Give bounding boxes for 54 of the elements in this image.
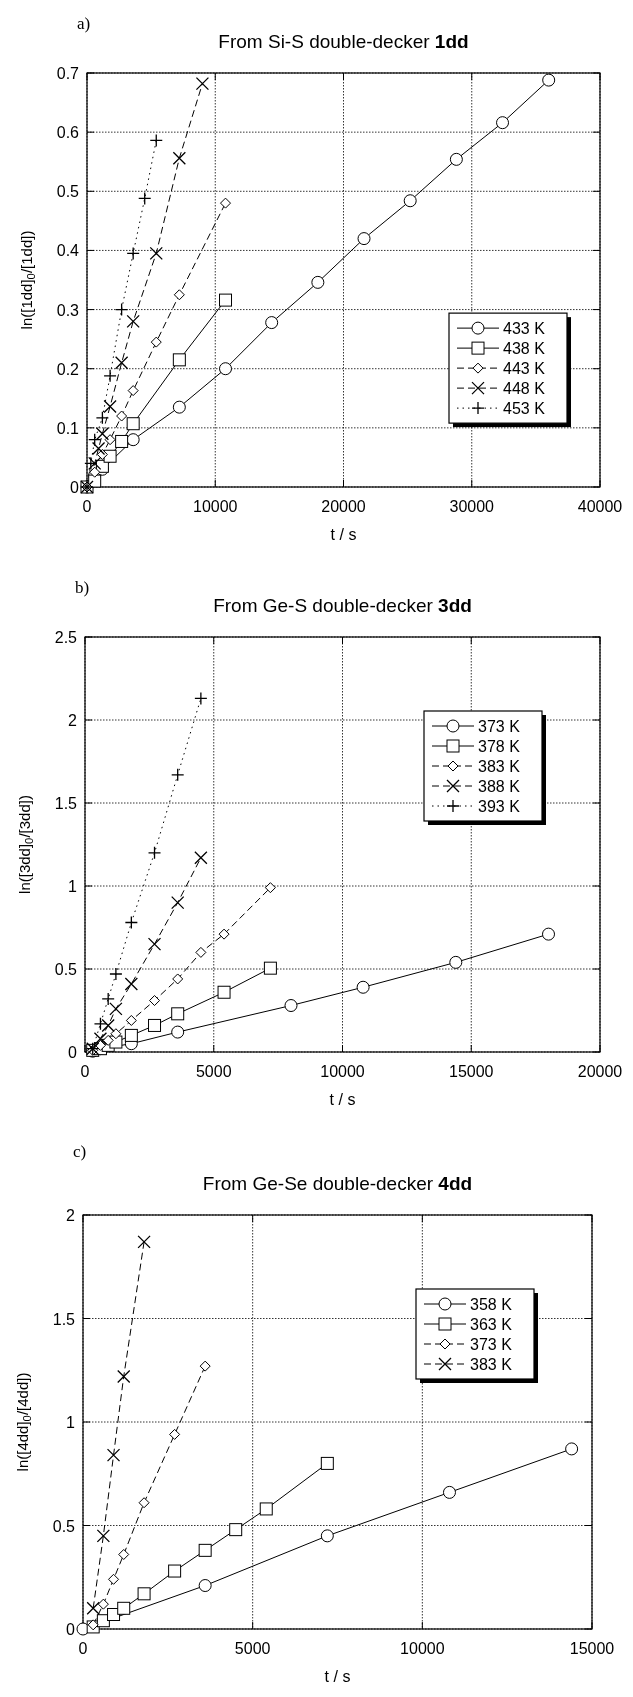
y-tick-label: 0	[66, 1621, 76, 1638]
legend-label: 383 K	[470, 1356, 513, 1373]
legend-label: 438 K	[503, 340, 546, 358]
y-tick-label: 0.5	[52, 1517, 76, 1535]
y-tick-label: 0.1	[56, 419, 80, 437]
x-tick-label: 20000	[577, 1063, 623, 1080]
legend-label: 448 K	[503, 380, 546, 398]
chart-title: From Ge-S double-decker 3dd	[213, 595, 472, 616]
y-tick-label: 0.7	[56, 65, 80, 82]
x-axis-title: t / s	[329, 1091, 356, 1108]
legend-label: 388 K	[478, 778, 521, 795]
chart-title: From Ge-Se double-decker 4dd	[202, 1173, 473, 1194]
text: a)	[77, 14, 91, 33]
y-tick-label: 0	[70, 479, 80, 496]
y-tick-label: 2	[66, 1207, 76, 1224]
y-tick-label: 1	[68, 878, 78, 895]
x-tick-label: 30000	[449, 498, 495, 515]
y-tick-label: 0.4	[56, 242, 80, 260]
x-tick-label: 40000	[577, 498, 623, 515]
y-tick-label: 2.5	[54, 629, 78, 646]
legend-label: 443 K	[503, 360, 546, 378]
x-axis-title: t / s	[324, 1668, 351, 1685]
y-tick-label: 0.5	[54, 961, 78, 978]
y-tick-label: 0.2	[56, 360, 80, 378]
x-tick-label: 0	[82, 498, 92, 515]
x-tick-label: 15000	[569, 1640, 615, 1657]
legend-label: 453 K	[503, 400, 546, 418]
text: c)	[73, 1142, 87, 1161]
y-tick-label: 1.5	[52, 1310, 76, 1328]
x-tick-label: 5000	[195, 1063, 232, 1080]
legend-label: 358 K	[470, 1296, 513, 1313]
legend-label: 373 K	[470, 1336, 513, 1353]
legend-label: 378 K	[478, 738, 521, 755]
x-tick-label: 10000	[193, 498, 238, 515]
y-tick-label: 0.3	[56, 301, 80, 319]
x-tick-label: 10000	[400, 1640, 445, 1657]
y-tick-label: 0	[68, 1044, 78, 1061]
text: b)	[75, 578, 90, 597]
x-axis-title: t / s	[330, 526, 357, 543]
legend-label: 363 K	[470, 1316, 513, 1333]
x-tick-label: 20000	[321, 498, 366, 515]
y-tick-label: 0.6	[56, 124, 80, 142]
y-tick-label: 1.5	[54, 795, 78, 812]
x-tick-label: 5000	[234, 1640, 271, 1657]
x-tick-label: 10000	[320, 1063, 365, 1080]
legend-label: 433 K	[503, 320, 546, 338]
x-tick-label: 15000	[449, 1063, 494, 1080]
legend-label: 373 K	[478, 718, 521, 735]
legend-label: 393 K	[478, 798, 521, 815]
legend-label: 383 K	[478, 758, 521, 775]
y-tick-label: 1	[66, 1414, 76, 1431]
y-tick-label: 2	[68, 712, 78, 729]
chart-title: From Si-S double-decker 1dd	[218, 31, 469, 52]
y-tick-label: 0.5	[56, 183, 80, 201]
